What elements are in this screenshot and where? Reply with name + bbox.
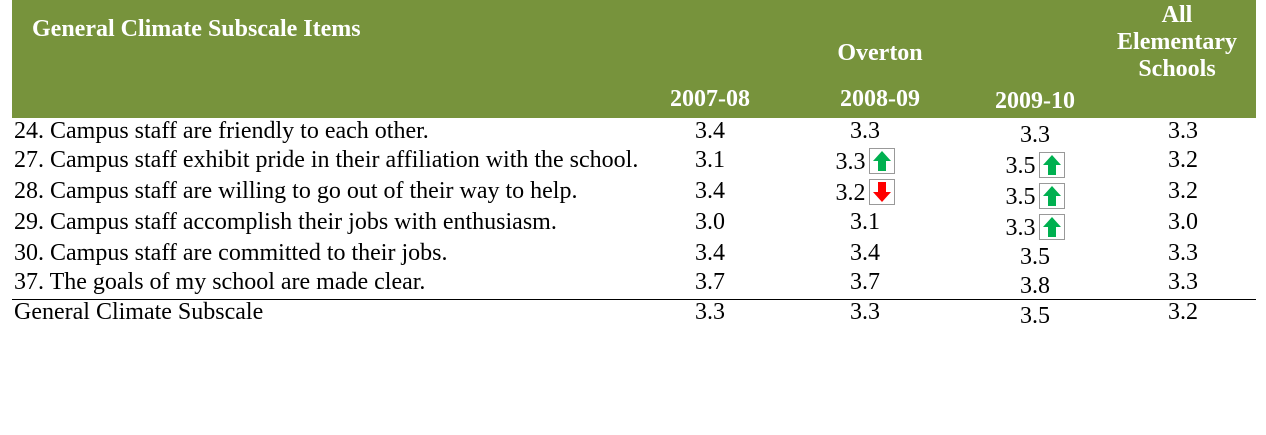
value-cell: 3.3 <box>770 148 960 179</box>
value: 3.0 <box>1168 209 1198 235</box>
value-cell: 3.3 <box>960 210 1110 241</box>
value: 3.3 <box>835 149 866 175</box>
data-table: 24. Campus staff are friendly to each ot… <box>12 119 1256 329</box>
table-row: General Climate Subscale 3.3 3.3 3.5 3.2 <box>12 299 1256 329</box>
value-cell: 3.5 <box>960 148 1110 179</box>
value-cell: 3.0 <box>650 210 770 241</box>
item-cell: 30. Campus staff are committed to their … <box>14 240 448 266</box>
value-cell: 3.4 <box>650 179 770 210</box>
value-cell: 3.2 <box>1110 299 1256 329</box>
value-cell: 3.7 <box>650 270 770 300</box>
table-row: 29. Campus staff accomplish their jobs w… <box>12 210 1256 241</box>
value-cell: 3.4 <box>650 119 770 148</box>
value: 3.2 <box>1168 147 1198 173</box>
value: 3.5 <box>1005 153 1036 179</box>
trend-arrow <box>1038 214 1065 240</box>
value: 3.2 <box>835 180 866 206</box>
value: 3.1 <box>850 209 880 235</box>
value-cell: 3.3 <box>1110 119 1256 148</box>
value: 3.1 <box>695 147 725 173</box>
header-column: 2008-09 <box>840 86 920 112</box>
table-row: 24. Campus staff are friendly to each ot… <box>12 119 1256 148</box>
value: 3.4 <box>695 240 725 266</box>
value-cell: 3.3 <box>1110 270 1256 300</box>
item-cell: 24. Campus staff are friendly to each ot… <box>14 118 429 144</box>
value-cell: 3.5 <box>960 299 1110 329</box>
value: 3.3 <box>850 118 880 144</box>
value-cell: 3.4 <box>770 241 960 270</box>
value: 3.3 <box>1020 122 1050 148</box>
value-cell: 3.2 <box>770 179 960 210</box>
value: 3.2 <box>1168 299 1198 325</box>
value-cell: 3.7 <box>770 270 960 300</box>
value-cell: 3.5 <box>960 179 1110 210</box>
value: 3.0 <box>695 209 725 235</box>
header-group: Overton <box>837 40 923 66</box>
value-cell: 3.3 <box>960 119 1110 148</box>
header-column: 2007-08 <box>670 86 750 112</box>
value: 3.5 <box>1005 184 1036 210</box>
table-row: 28. Campus staff are willing to go out o… <box>12 179 1256 210</box>
value: 3.3 <box>1005 215 1036 241</box>
value-cell: 3.3 <box>1110 241 1256 270</box>
trend-arrow <box>868 179 895 205</box>
value: 3.3 <box>850 299 880 325</box>
table-row: 30. Campus staff are committed to their … <box>12 241 1256 270</box>
value-cell: 3.2 <box>1110 179 1256 210</box>
header-column: 2009-10 <box>995 88 1075 114</box>
value: 3.8 <box>1020 273 1050 299</box>
item-cell: General Climate Subscale <box>12 299 650 329</box>
trend-arrow <box>1038 183 1065 209</box>
value-cell: 3.3 <box>770 299 960 329</box>
value: 3.3 <box>1168 269 1198 295</box>
item-cell: 29. Campus staff accomplish their jobs w… <box>14 209 557 235</box>
value-cell: 3.3 <box>770 119 960 148</box>
header-column: All Elementary Schools <box>1117 2 1237 82</box>
value-cell: 3.1 <box>770 210 960 241</box>
table-row: 37. The goals of my school are made clea… <box>12 270 1256 300</box>
value: 3.3 <box>1168 118 1198 144</box>
value: 3.5 <box>1020 303 1050 329</box>
table-header: General Climate Subscale Items Overton 2… <box>12 0 1256 118</box>
value: 3.7 <box>850 269 880 295</box>
value: 3.5 <box>1020 244 1050 270</box>
value-cell: 3.3 <box>650 299 770 329</box>
header-title: General Climate Subscale Items <box>32 16 361 42</box>
value-cell: 3.1 <box>650 148 770 179</box>
value-cell: 3.8 <box>960 270 1110 300</box>
value-cell: 3.4 <box>650 241 770 270</box>
value: 3.3 <box>1168 240 1198 266</box>
value: 3.2 <box>1168 178 1198 204</box>
item-cell: 37. The goals of my school are made clea… <box>14 269 426 295</box>
value: 3.7 <box>695 269 725 295</box>
trend-arrow <box>1038 152 1065 178</box>
value: 3.4 <box>850 240 880 266</box>
value: 3.3 <box>695 299 725 325</box>
item-cell: 28. Campus staff are willing to go out o… <box>14 178 578 204</box>
item-cell: 27. Campus staff exhibit pride in their … <box>14 147 639 173</box>
value: 3.4 <box>695 118 725 144</box>
trend-arrow <box>868 148 895 174</box>
value-cell: 3.5 <box>960 241 1110 270</box>
table-row: 27. Campus staff exhibit pride in their … <box>12 148 1256 179</box>
value-cell: 3.2 <box>1110 148 1256 179</box>
value: 3.4 <box>695 178 725 204</box>
value-cell: 3.0 <box>1110 210 1256 241</box>
